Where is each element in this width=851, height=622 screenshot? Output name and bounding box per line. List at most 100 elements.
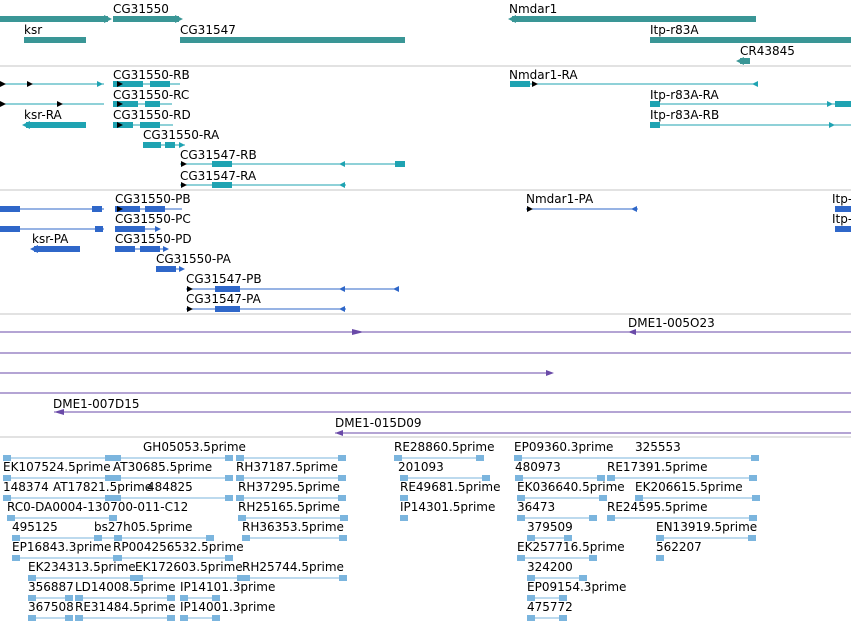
est-exon: [527, 615, 535, 621]
est-label: 201093: [398, 460, 444, 474]
est-exon: [242, 535, 250, 541]
est-exon: [559, 615, 567, 621]
transcript-arrow: [829, 122, 835, 128]
est-label: 379509: [527, 520, 573, 534]
clone-end: [628, 329, 636, 335]
gene-bar-cg31547: [180, 37, 405, 43]
est-exon: [527, 535, 535, 541]
est-label: EK036640.5prime: [517, 480, 625, 494]
est-label: RH25744.5prime: [242, 560, 344, 574]
transcript-exon: [212, 161, 232, 167]
cds-exon: [115, 246, 135, 252]
est-exon: [167, 615, 175, 621]
est-exon: [599, 495, 607, 501]
protein-label-itp-2: Itp-: [832, 212, 851, 226]
est-exon: [212, 595, 220, 601]
est-label: 324200: [527, 560, 573, 574]
cds-exon: [0, 226, 20, 232]
est-exon: [752, 495, 760, 501]
est-exon: [65, 615, 73, 621]
est-exon: [597, 475, 605, 481]
est-label: 495125: [12, 520, 58, 534]
transcript-label-itp-r83a-ra: Itp-r83A-RA: [650, 88, 720, 102]
clone-end: [54, 409, 64, 415]
transcript-label-cg31547-ra: CG31547-RA: [180, 169, 257, 183]
protein-label-cg31550-pd: CG31550-PD: [115, 232, 192, 246]
transcript-exon: [165, 142, 175, 148]
transcript-exon: [212, 182, 232, 188]
gene-label-cr43845: CR43845: [740, 44, 795, 58]
cds-arrow: [393, 286, 399, 292]
transcript-arrow: [827, 101, 833, 107]
gene-label-ksr: ksr: [24, 23, 42, 37]
gene-bar-itp-r83a: [650, 37, 851, 43]
est-exon: [607, 515, 615, 521]
est-exon: [656, 555, 664, 561]
cds-exon-ksr-pa: [34, 246, 80, 252]
cds-exon: [115, 226, 145, 232]
est-exon: [589, 515, 597, 521]
gene-bar-ksr: [24, 37, 86, 43]
transcript-exon: [150, 81, 170, 87]
est-exon: [748, 535, 756, 541]
est-label: RE24595.5prime: [607, 500, 708, 514]
est-exon: [105, 475, 113, 481]
transcript-label-cg31550-rc: CG31550-RC: [113, 88, 189, 102]
transcript-exon-ksr-ra: [26, 122, 86, 128]
est-exon: [749, 515, 757, 521]
est-exon: [564, 535, 572, 541]
est-exon: [394, 455, 402, 461]
est-exon: [225, 475, 233, 481]
undefined-chevron: [117, 81, 123, 87]
est-exon: [749, 475, 757, 481]
est-exon: [113, 455, 121, 461]
undefined-chevron: [27, 81, 33, 87]
undefined-chevron: [117, 122, 123, 128]
est-exon: [75, 615, 83, 621]
transcript-exon: [140, 122, 160, 128]
transcript-arrow: [339, 161, 345, 167]
est-exon: [12, 535, 20, 541]
gene-arrow: [175, 15, 183, 23]
cds-arrow: [631, 206, 637, 212]
est-exon: [3, 455, 11, 461]
est-label: 484825: [147, 480, 193, 494]
undefined-chevron: [527, 206, 533, 212]
est-exon: [75, 595, 83, 601]
est-label: AT17821.5prime: [53, 480, 152, 494]
transcript-exon: [113, 81, 143, 87]
cds-exon: [92, 206, 102, 212]
cds-arrow: [179, 266, 185, 272]
cds-exon: [115, 206, 140, 212]
est-label: RC0-DA0004-130700-011-C12: [7, 500, 188, 514]
est-label: EN13919.5prime: [656, 520, 757, 534]
est-label: 148374: [3, 480, 49, 494]
transcript-arrow: [339, 182, 345, 188]
est-exon: [180, 615, 188, 621]
est-exon: [338, 475, 346, 481]
est-exon: [515, 475, 523, 481]
est-exon: [236, 475, 244, 481]
transcript-exon: [835, 101, 851, 107]
undefined-chevron: [532, 81, 538, 87]
gene-label-nmdar1: Nmdar1: [509, 2, 557, 16]
gene-bar-cg31550: [113, 16, 179, 22]
est-label: RH36353.5prime: [242, 520, 344, 534]
cds-exon: [215, 286, 240, 292]
est-label: 562207: [656, 540, 702, 554]
est-exon: [517, 555, 525, 561]
transcript-exon: [510, 81, 530, 87]
est-exon: [225, 555, 233, 561]
est-exon: [751, 455, 759, 461]
transcript-arrow: [179, 142, 185, 148]
est-exon: [105, 495, 113, 501]
est-exon: [339, 535, 347, 541]
est-label: EK206615.5prime: [635, 480, 743, 494]
undefined-chevron: [181, 161, 187, 167]
est-exon: [656, 535, 664, 541]
transcript-label-cg31550-rb: CG31550-RB: [113, 68, 190, 82]
est-label: RE49681.5prime: [400, 480, 501, 494]
est-exon: [135, 575, 143, 581]
protein-label-cg31547-pa: CG31547-PA: [186, 292, 262, 306]
